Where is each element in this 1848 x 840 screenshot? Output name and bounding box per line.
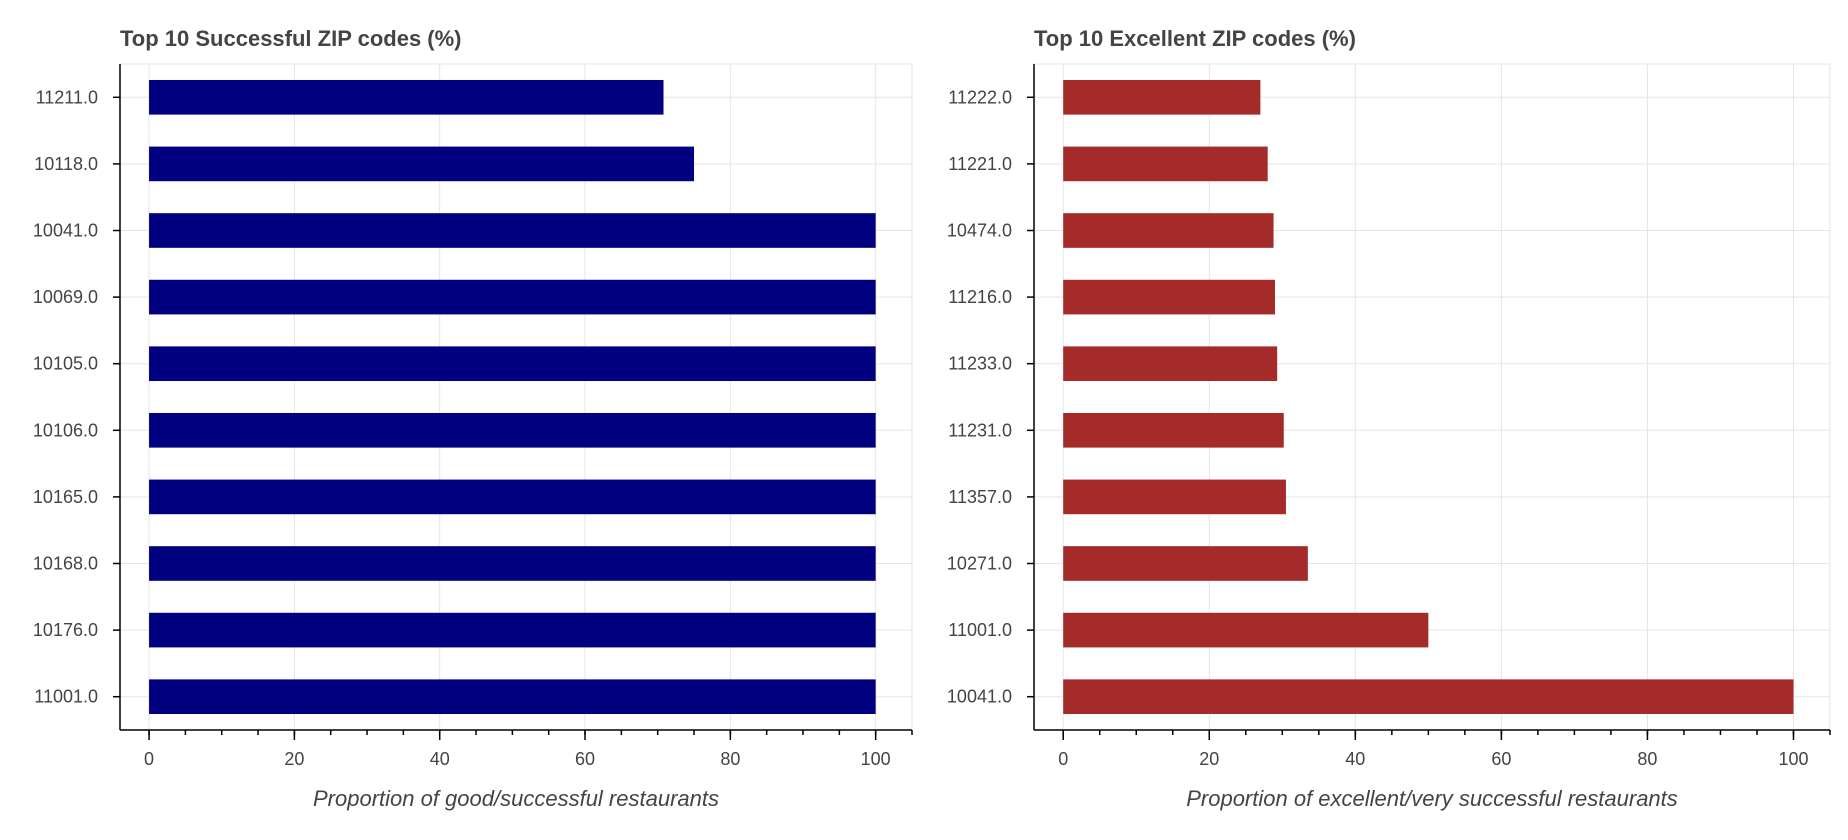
bar-11211.0	[149, 79, 664, 115]
bar-11216.0	[1063, 279, 1275, 315]
bar-11221.0	[1063, 146, 1268, 182]
bar-10176.0	[149, 612, 876, 648]
x-tick-label: 100	[1778, 749, 1808, 769]
y-tick-label: 10041.0	[33, 221, 98, 241]
bar-11222.0	[1063, 79, 1261, 115]
x-tick-label: 0	[144, 749, 154, 769]
x-tick-label: 0	[1058, 749, 1068, 769]
y-tick-label: 11211.0	[36, 87, 98, 107]
bar-11357.0	[1063, 479, 1286, 515]
y-tick-label: 11222.0	[948, 87, 1012, 107]
y-tick-label: 11001.0	[34, 687, 98, 707]
bar-10165.0	[149, 479, 876, 515]
y-tick-label: 11216.0	[948, 287, 1012, 307]
y-tick-label: 10118.0	[34, 154, 98, 174]
chart-1: Top 10 Successful ZIP codes (%) 11211.0 10…	[33, 26, 913, 811]
y-tick-label: 10474.0	[947, 221, 1012, 241]
chart-2: Top 10 Excellent ZIP codes (%) 11222.0 112…	[947, 26, 1831, 811]
x-tick-label: 100	[861, 749, 891, 769]
bar-10271.0	[1063, 546, 1308, 581]
chart-title: Top 10 Successful ZIP codes (%)	[120, 26, 462, 51]
y-tick-label: 10165.0	[33, 487, 98, 507]
y-tick-label: 10069.0	[33, 287, 98, 307]
y-tick-label: 11221.0	[948, 154, 1012, 174]
x-axis-label: Proportion of excellent/very successful …	[1186, 786, 1678, 811]
x-tick-label: 40	[1345, 749, 1365, 769]
x-tick-label: 80	[720, 749, 740, 769]
x-tick-label: 80	[1637, 749, 1657, 769]
x-tick-label: 60	[575, 749, 595, 769]
y-tick-label: 10106.0	[33, 420, 98, 440]
y-tick-label: 10168.0	[33, 554, 98, 574]
y-tick-label: 10176.0	[33, 620, 98, 640]
y-tick-label: 11231.0	[948, 420, 1012, 440]
y-tick-label: 10041.0	[947, 687, 1012, 707]
bar-10105.0	[149, 346, 876, 382]
x-tick-label: 40	[430, 749, 450, 769]
bar-10106.0	[149, 412, 876, 448]
y-tick-label: 10105.0	[33, 354, 98, 374]
bar-11001.0	[149, 679, 876, 715]
chart-title: Top 10 Excellent ZIP codes (%)	[1034, 26, 1356, 51]
y-tick-label: 11001.0	[948, 620, 1012, 640]
bar-10474.0	[1063, 213, 1274, 248]
x-tick-label: 20	[1199, 749, 1219, 769]
bar-11231.0	[1063, 412, 1284, 448]
bar-10168.0	[149, 546, 876, 581]
bar-10118.0	[149, 146, 695, 182]
bar-10041.0	[1063, 679, 1794, 715]
y-tick-label: 11233.0	[948, 354, 1012, 374]
y-tick-label: 11357.0	[948, 487, 1012, 507]
bar-10069.0	[149, 279, 876, 315]
bar-11001.0	[1063, 612, 1429, 648]
bar-10041.0	[149, 213, 876, 248]
x-tick-label: 60	[1491, 749, 1511, 769]
y-tick-label: 10271.0	[947, 554, 1012, 574]
x-axis-label: Proportion of good/successful restaurant…	[313, 786, 719, 811]
bar-11233.0	[1063, 346, 1278, 382]
x-tick-label: 20	[284, 749, 304, 769]
